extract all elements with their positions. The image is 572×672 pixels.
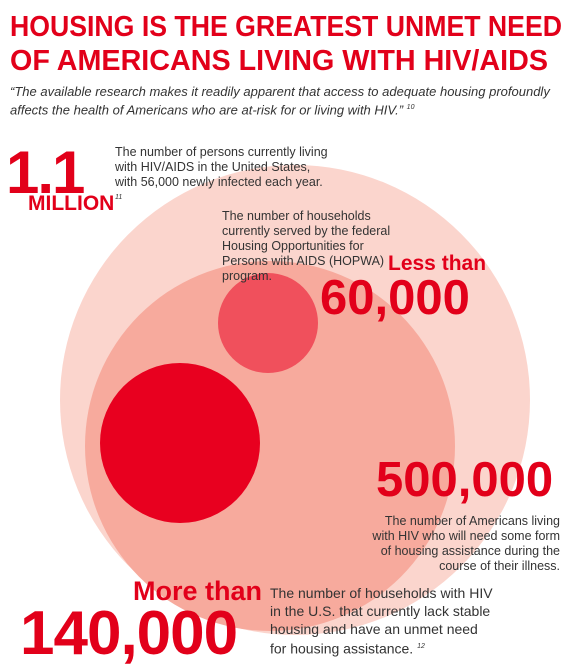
- stat-unit: MILLION: [28, 192, 115, 215]
- footnote: 12: [417, 643, 425, 650]
- quote-text: “The available research makes it readily…: [10, 84, 550, 118]
- stat-description: The number of households currently serve…: [222, 209, 391, 283]
- stat-figure: 140,000: [20, 599, 238, 668]
- stat-qualifier: More than: [133, 576, 263, 606]
- stat-qualifier: Less than: [388, 252, 487, 275]
- stat-figure: 500,000: [376, 453, 554, 507]
- stat-description: The number of households with HIV in the…: [270, 584, 495, 658]
- circle-60000: [218, 273, 318, 373]
- stat-figure: 60,000: [320, 271, 470, 325]
- title-line: OF AMERICANS LIVING WITH HIV/AIDS: [10, 45, 548, 77]
- description-text: The number of persons currently living w…: [115, 145, 328, 189]
- title-line: HOUSING IS THE GREATEST UNMET NEED: [10, 11, 562, 43]
- stat-description: The number of persons currently living w…: [115, 145, 330, 208]
- quote: “The available research makes it readily…: [10, 84, 566, 118]
- description-text: The number of households with HIV in the…: [270, 585, 493, 657]
- stat-figure: 1.1: [6, 139, 85, 206]
- stat-description: The number of Americans living with HIV …: [372, 514, 560, 573]
- circle-500000: [85, 261, 455, 631]
- circle-140000: [100, 363, 260, 523]
- footnote: 10: [406, 104, 415, 111]
- footnote: 11: [115, 194, 123, 201]
